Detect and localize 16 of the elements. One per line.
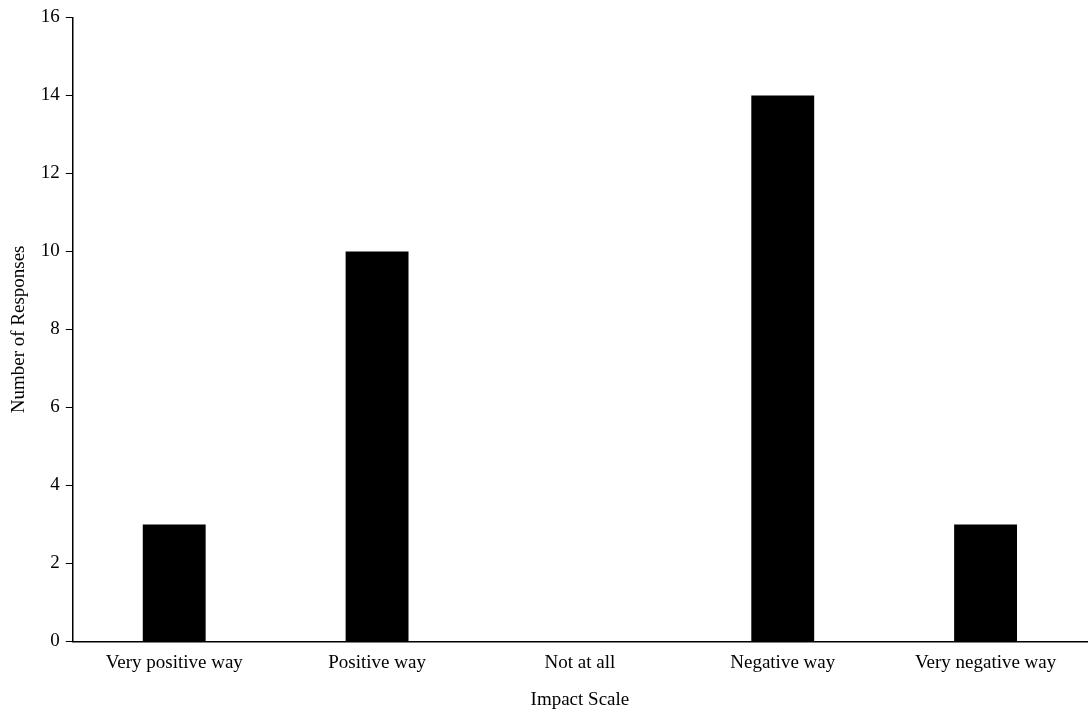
y-axis-title: Number of Responses: [7, 245, 29, 414]
y-tick-label: 8: [50, 317, 60, 339]
y-tick-label: 2: [50, 551, 60, 573]
x-tick-label: Positive way: [328, 650, 427, 672]
y-tick-label: 10: [40, 239, 60, 261]
x-tick-label: Not at all: [544, 650, 616, 672]
y-tick-label: 14: [40, 83, 61, 105]
y-tick-label: 6: [50, 395, 60, 417]
x-tick-label: Negative way: [730, 650, 836, 672]
x-tick-label: Very negative way: [914, 650, 1057, 672]
y-tick-label: 16: [40, 5, 60, 27]
x-tick-label: Very positive way: [105, 650, 244, 672]
x-axis-title: Impact Scale: [530, 687, 630, 709]
y-tick-label: 4: [50, 473, 61, 495]
y-tick-label: 12: [40, 161, 60, 183]
y-tick-label: 0: [50, 629, 60, 651]
